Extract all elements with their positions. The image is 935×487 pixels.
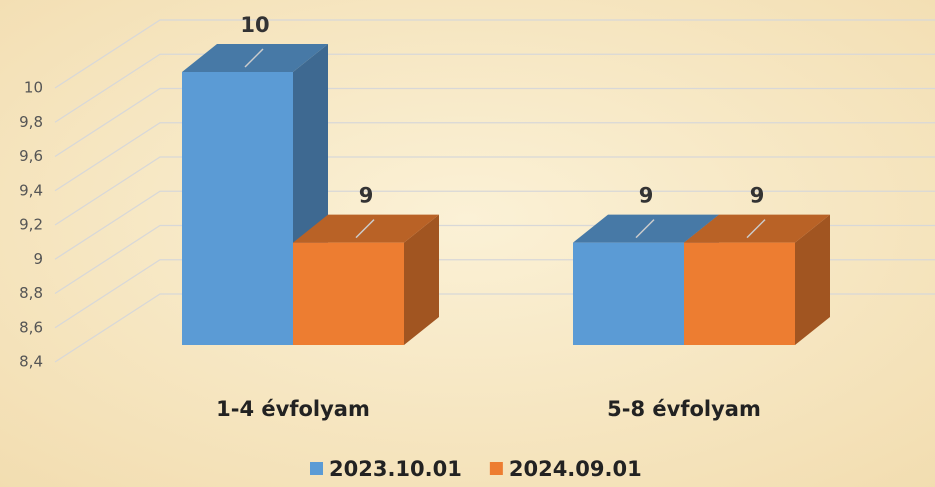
y-tick-label: 9,6 [19,147,43,165]
y-tick-label: 10 [24,79,43,97]
leader-line [244,48,264,68]
grid-line [54,87,935,158]
bar [293,242,404,345]
leader-line [355,219,375,239]
legend-label: 2024.09.01 [509,457,642,481]
grid-line [54,53,935,123]
y-tick-label: 8,8 [19,284,43,302]
value-label: 9 [639,184,654,208]
bar-side [795,214,830,345]
grid-line [54,122,935,192]
value-label: 10 [240,13,269,37]
y-tick-label: 9 [33,250,43,268]
legend-swatch [310,462,323,475]
grid-line [54,19,935,89]
bar [182,72,293,345]
x-tick-label: 1-4 évfolyam [216,397,370,421]
leader-line [746,219,766,239]
bar [684,242,795,345]
grid-line [54,156,935,226]
grid-line [54,190,935,260]
y-tick-label: 9,8 [19,113,43,131]
legend-swatch [489,462,503,475]
bar [573,242,684,345]
y-tick-label: 8,6 [19,318,43,336]
y-tick-label: 9,4 [19,181,43,199]
legend-label: 2023.10.01 [329,457,462,481]
y-tick-label: 9,2 [19,216,43,234]
value-label: 9 [750,184,765,208]
value-label: 9 [359,184,374,208]
x-tick-label: 5-8 évfolyam [607,397,761,421]
y-tick-label: 8,4 [19,353,43,371]
bar-side [404,214,439,345]
leader-line [635,219,655,239]
